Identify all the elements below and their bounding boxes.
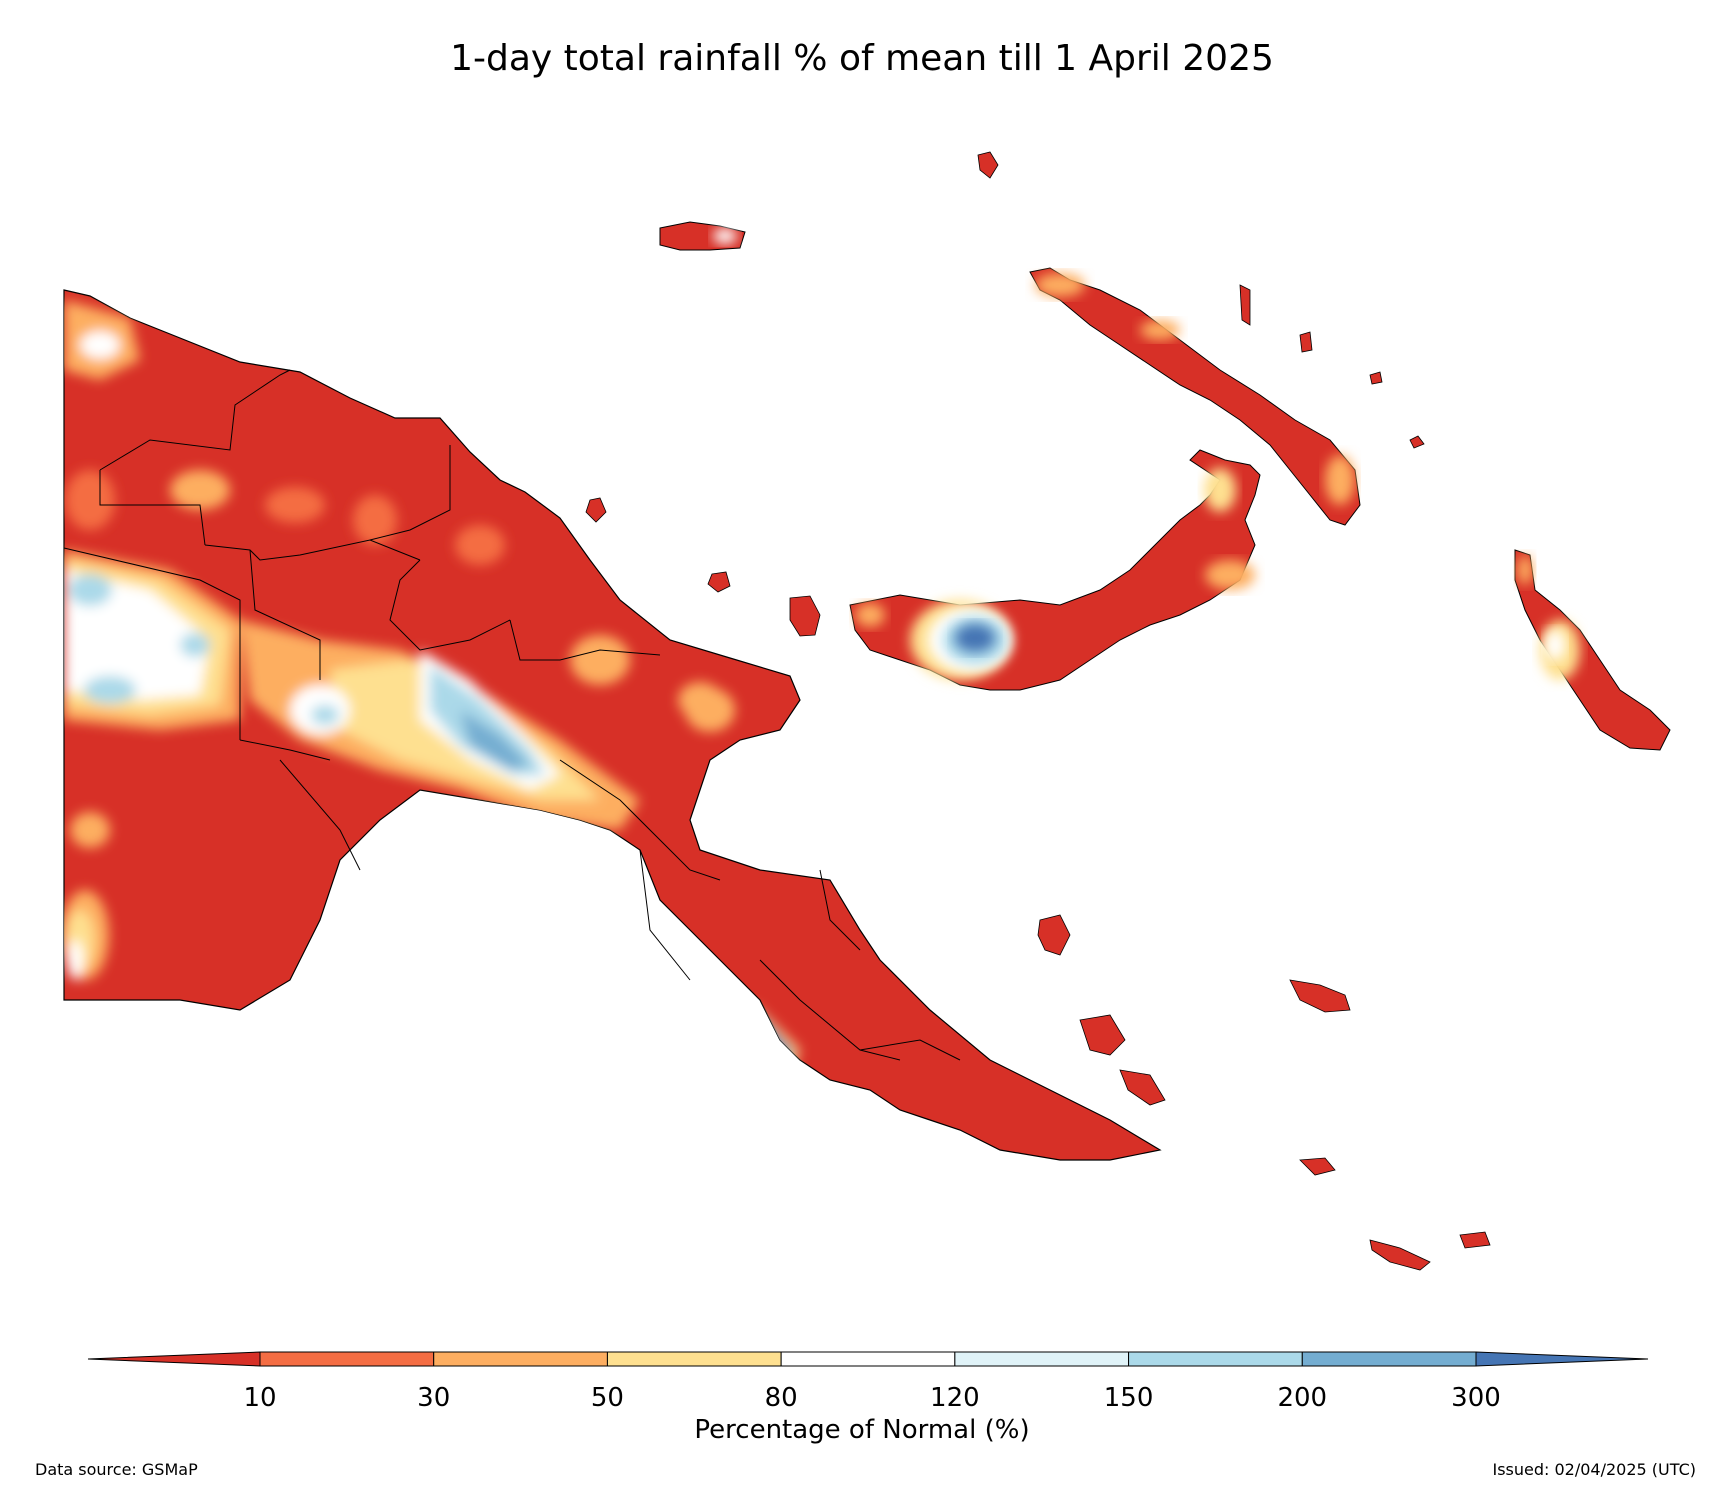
mainland (63, 289, 1162, 1161)
colorbar-segments (87, 1351, 1649, 1367)
colorbar (87, 1351, 1649, 1367)
small-islands (585, 151, 1491, 1271)
colorbar-tick-label: 300 (1451, 1383, 1501, 1413)
colorbar-segment (433, 1351, 608, 1367)
new-ireland (1029, 267, 1361, 526)
colorbar-segment (1301, 1351, 1477, 1367)
manus-island (659, 221, 746, 251)
colorbar-segment (954, 1351, 1130, 1367)
colorbar-segment (606, 1351, 782, 1367)
colorbar-label: Percentage of Normal (%) (694, 1415, 1030, 1445)
colorbar-segment (780, 1351, 956, 1367)
rainfall-map (63, 151, 1671, 1271)
colorbar-tick-label: 200 (1277, 1383, 1328, 1413)
colorbar-tick-label: 80 (764, 1383, 798, 1413)
new-britain (849, 449, 1261, 691)
colorbar-tick-label: 10 (243, 1383, 277, 1413)
colorbar-low-extension (87, 1351, 261, 1367)
colorbar-tick-label: 120 (930, 1383, 980, 1413)
data-source-label: Data source: GSMaP (35, 1460, 198, 1479)
province-boundaries (63, 369, 961, 1061)
colorbar-tick-label: 30 (417, 1383, 451, 1413)
map-title: 1-day total rainfall % of mean till 1 Ap… (450, 38, 1274, 79)
colorbar-segment (259, 1351, 435, 1367)
mainland-shape (63, 289, 1162, 1161)
colorbar-tick-label: 150 (1103, 1383, 1154, 1413)
bougainville (1514, 549, 1671, 751)
colorbar-segment (1128, 1351, 1303, 1367)
colorbar-high-extension (1475, 1351, 1649, 1367)
colorbar-tick-label: 50 (590, 1383, 624, 1413)
issued-date-label: Issued: 02/04/2025 (UTC) (1492, 1460, 1696, 1479)
